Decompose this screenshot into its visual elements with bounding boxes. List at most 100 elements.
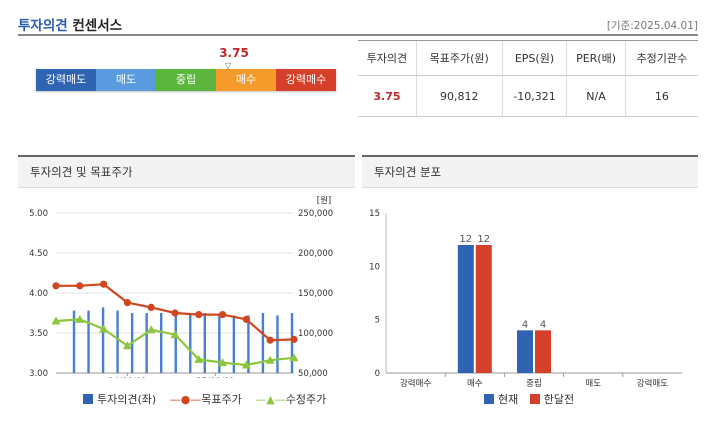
adjusted-price-point xyxy=(146,325,156,334)
opinion-bar xyxy=(174,313,177,373)
right-axis-unit: [원] xyxy=(317,196,331,206)
opinion-bar xyxy=(101,307,105,373)
header-target-price: 목표주가(원) xyxy=(415,40,503,76)
opinion-bar xyxy=(203,313,206,373)
left-axis-tick: 4.50 xyxy=(29,249,48,259)
cell-eps: -10,321 xyxy=(501,75,567,117)
legend-month-ago: 한달전 xyxy=(543,393,575,406)
opinion-marker-icon: ▽ xyxy=(225,61,232,70)
y-axis-tick: 5 xyxy=(375,316,380,326)
left-axis-tick: 3.50 xyxy=(29,329,48,339)
legend-target-marker-icon: —●— xyxy=(169,393,202,406)
category-label: 강력매도 xyxy=(637,378,668,388)
target-price-point xyxy=(195,311,203,319)
opinion-bar xyxy=(218,315,221,373)
consensus-table: 투자의견 목표주가(원) EPS(원) PER(배) 추정기관수 3.75 90… xyxy=(358,40,698,117)
opinion-bar xyxy=(232,315,236,373)
reference-date: [기준:2025.04.01] xyxy=(606,20,698,32)
right-panel-title: 투자의견 분포 xyxy=(362,157,698,188)
bar-value-label: 12 xyxy=(477,234,490,245)
target-price-point xyxy=(219,311,227,319)
scale-buy: 매수 xyxy=(216,69,276,91)
scale-sell: 매도 xyxy=(96,69,156,91)
opinion-bar xyxy=(72,310,76,373)
category-label: 매수 xyxy=(467,379,483,388)
right-axis-tick: 50,000 xyxy=(298,369,328,378)
header-eps: EPS(원) xyxy=(501,40,567,76)
opinion-bar xyxy=(290,313,294,373)
x-axis-tick: 25/01/01 xyxy=(196,377,234,378)
right-axis-tick: 200,000 xyxy=(298,249,333,259)
table-row: 3.75 90,812 -10,321 N/A 16 xyxy=(358,75,698,117)
left-axis-tick: 3.00 xyxy=(29,369,48,378)
target-price-point xyxy=(123,299,131,307)
adjusted-price-point xyxy=(265,355,275,364)
scale-strong-buy: 강력매수 xyxy=(276,69,336,91)
header-per: PER(배) xyxy=(566,40,626,76)
legend-adjusted-marker-icon: —▲— xyxy=(255,393,286,406)
right-axis-tick: 250,000 xyxy=(298,209,333,219)
left-chart-legend: 투자의견(좌) —●—목표주가 —▲—수정주가 xyxy=(83,391,326,407)
legend-month-ago-swatch xyxy=(529,394,540,404)
legend-opinion: 투자의견(좌) xyxy=(97,393,157,406)
header-opinion: 투자의견 xyxy=(358,40,417,76)
month-ago-bar xyxy=(535,330,551,373)
current-opinion-value: 3.75 xyxy=(219,46,249,60)
opinion-bar xyxy=(261,313,265,373)
category-label: 매도 xyxy=(585,379,601,388)
target-price-point xyxy=(290,335,298,343)
table-header-row: 투자의견 목표주가(원) EPS(원) PER(배) 추정기관수 xyxy=(358,40,698,76)
target-price-point xyxy=(266,336,274,344)
legend-target: 목표주가 xyxy=(201,393,242,406)
opinion-bar xyxy=(276,315,279,373)
x-axis-tick: 24/09/01 xyxy=(108,377,146,378)
scale-strong-sell: 강력매도 xyxy=(36,69,96,91)
legend-current: 현재 xyxy=(498,393,519,406)
opinion-bar xyxy=(87,310,90,373)
adjusted-price-point xyxy=(218,358,228,367)
adjusted-price-point xyxy=(289,353,299,362)
adjusted-price-point xyxy=(51,316,61,325)
target-price-point xyxy=(147,303,155,311)
adjusted-price-point xyxy=(75,314,85,323)
current-bar xyxy=(457,245,474,373)
opinion-distribution-panel: 투자의견 분포 xyxy=(362,155,698,188)
y-axis-tick: 10 xyxy=(369,262,380,272)
cell-per: N/A xyxy=(566,75,626,117)
opinion-bar xyxy=(189,313,192,373)
opinion-bar xyxy=(247,315,250,373)
cell-opinion: 3.75 xyxy=(358,75,417,117)
adjusted-price-point xyxy=(170,330,180,339)
left-axis-tick: 4.00 xyxy=(29,289,48,299)
target-price-point xyxy=(171,309,179,317)
right-chart-legend: 현재 한달전 xyxy=(484,391,574,407)
opinion-distribution-chart: 15 10 5 0 강력매수 매수 12 12 중립 4 4 매도 강력매도 xyxy=(369,209,682,388)
y-axis-tick: 0 xyxy=(375,369,380,379)
cell-target-price: 90,812 xyxy=(415,75,503,117)
opinion-scale: 강력매도 매도 중립 매수 강력매수 xyxy=(36,69,336,91)
adjusted-price-point xyxy=(99,324,109,333)
header-institutions: 추정기관수 xyxy=(624,40,698,76)
bar-value-label: 12 xyxy=(459,234,472,245)
legend-opinion-swatch xyxy=(83,394,93,404)
legend-adjusted: 수정주가 xyxy=(285,393,327,406)
category-label: 강력매수 xyxy=(400,378,431,388)
cell-institutions: 16 xyxy=(624,75,698,117)
target-price-point xyxy=(242,315,250,323)
adjusted-price-point xyxy=(241,360,251,369)
category-label: 중립 xyxy=(526,379,542,388)
bar-value-label: 4 xyxy=(522,319,528,330)
opinion-target-chart: 5.00 4.50 4.00 3.50 3.00 250,000 200,000 150,00… xyxy=(29,196,333,378)
left-panel-title: 투자의견 및 목표주가 xyxy=(18,157,355,188)
title-rest: 컨센서스 xyxy=(72,18,123,34)
current-bar xyxy=(517,330,533,373)
left-axis-tick: 5.00 xyxy=(29,209,48,219)
target-price-point xyxy=(100,280,108,288)
legend-current-swatch xyxy=(484,394,494,404)
y-axis-tick: 15 xyxy=(369,209,380,219)
adjusted-price-point xyxy=(194,354,204,363)
month-ago-bar xyxy=(475,245,492,373)
right-axis-tick: 150,000 xyxy=(298,289,333,299)
scale-neutral: 중립 xyxy=(156,69,216,91)
target-price-point xyxy=(52,282,60,290)
